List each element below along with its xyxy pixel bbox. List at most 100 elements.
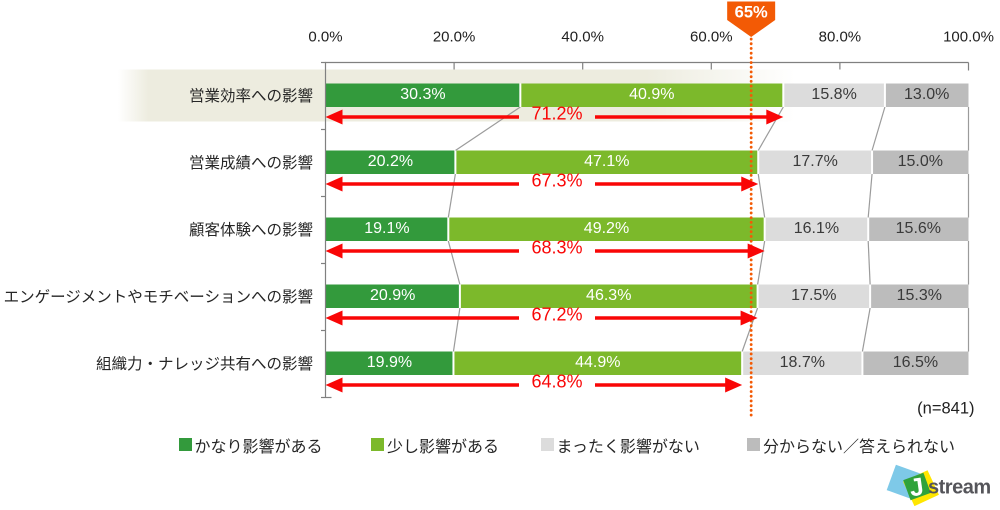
category-label: 組織力・ナレッジ共有への影響 <box>95 356 313 374</box>
category-label: 営業効率への影響 <box>188 88 313 106</box>
bar-segment <box>757 284 871 308</box>
legend-item: まったく影響がない <box>540 437 700 456</box>
bar-value-label: 13.0% <box>904 86 950 104</box>
bar-value-label: 16.5% <box>892 354 939 372</box>
bar-segment <box>453 351 743 375</box>
bar-segment <box>764 217 869 241</box>
bar-segment-separator <box>452 351 455 375</box>
bar-segment <box>325 284 460 308</box>
bar-segment <box>459 284 758 308</box>
bar-value-label: 17.5% <box>791 287 837 305</box>
connector-line <box>757 173 766 218</box>
legend-item: かなり影響がある <box>178 437 323 456</box>
sample-size-note: (n=841) <box>917 399 975 418</box>
bar-segment <box>868 217 969 241</box>
legend-item: 分からない／答えられない <box>747 437 955 456</box>
bar-segment <box>520 83 784 107</box>
bar-value-label: 20.9% <box>370 287 416 305</box>
bar-segment <box>870 284 969 308</box>
legend-label: かなり影響がある <box>194 438 323 456</box>
legend-swatch <box>371 438 384 451</box>
bar-segment-separator <box>454 150 457 174</box>
connector-line <box>452 307 461 352</box>
bar-segment <box>862 351 969 375</box>
bar-segment-separator <box>861 351 864 375</box>
bar-segment <box>448 217 765 241</box>
bar-segment-separator <box>756 284 759 308</box>
bar-segment-separator <box>763 217 766 241</box>
marker-flag-label: 65% <box>734 3 768 21</box>
impact-total-arrow <box>325 377 743 393</box>
logo-letter-j: J <box>908 473 926 503</box>
bar-value-label: 15.6% <box>895 220 942 238</box>
bar-value-label: 47.1% <box>584 153 630 171</box>
bar-value-label: 15.8% <box>811 86 857 104</box>
connector-line <box>757 106 784 151</box>
x-axis-tick-label: 100.0% <box>943 28 994 46</box>
legend-label: まったく影響がない <box>556 438 700 456</box>
x-axis-tick-label: 0.0% <box>308 28 343 46</box>
impact-total-label: 67.2% <box>531 304 583 325</box>
bar-segment-separator <box>741 351 744 375</box>
impact-total-label: 68.3% <box>531 237 583 258</box>
bar-segment-separator <box>871 150 874 174</box>
connector-line <box>757 240 766 285</box>
category-label: 顧客体験への影響 <box>188 222 313 240</box>
bar-value-label: 15.3% <box>896 287 942 305</box>
impact-total-arrow <box>325 109 784 125</box>
bar-segment-separator <box>782 83 785 107</box>
legend-swatch <box>178 438 192 451</box>
legend-label: 少し影響がある <box>387 438 500 456</box>
bar-segment-separator <box>869 284 872 308</box>
bar-segment <box>884 83 969 107</box>
legend-swatch <box>747 438 760 451</box>
x-axis-tick-label: 80.0% <box>818 28 862 46</box>
impact-total-label: 71.2% <box>531 103 583 124</box>
connector-line <box>861 307 871 352</box>
bar-segment <box>455 150 759 174</box>
bar-value-label: 30.3% <box>400 86 446 104</box>
impact-total-label: 67.3% <box>531 170 583 191</box>
legend-swatch <box>540 438 554 451</box>
marker-flag <box>727 1 776 37</box>
impact-total-arrow <box>325 310 758 326</box>
connector-line <box>455 106 521 151</box>
logo-green-square <box>903 472 931 501</box>
impact-total-arrow <box>325 176 759 192</box>
connector-line <box>447 173 456 218</box>
connector-line <box>871 106 886 151</box>
x-axis-tick-label: 20.0% <box>432 28 476 46</box>
logo-text-stream: stream <box>928 477 991 499</box>
connector-line <box>867 240 871 285</box>
bar-segment-separator <box>458 284 461 308</box>
bar-segment-separator <box>447 217 450 241</box>
bar-segment-separator <box>757 150 760 174</box>
bar-segment <box>742 351 863 375</box>
category-label: エンゲージメントやモチベーションへの影響 <box>3 289 313 307</box>
bar-value-label: 20.2% <box>367 153 414 171</box>
connector-line <box>741 307 759 352</box>
connector-line <box>447 240 461 285</box>
bar-segment <box>325 351 454 375</box>
legend-label: 分からない／答えられない <box>763 438 956 456</box>
bar-segment-separator <box>883 83 886 107</box>
bar-value-label: 16.1% <box>793 220 840 238</box>
x-axis-tick-label: 40.0% <box>561 28 604 46</box>
bar-value-label: 19.9% <box>366 354 413 372</box>
bar-segment <box>758 150 873 174</box>
bar-segment <box>783 83 885 107</box>
bar-value-label: 49.2% <box>583 220 630 238</box>
jstream-logo: J stream <box>886 464 991 507</box>
bar-value-label: 44.9% <box>575 354 621 372</box>
bar-value-label: 17.7% <box>792 153 838 171</box>
bar-value-label: 18.7% <box>779 354 825 372</box>
bar-segment-separator <box>519 83 522 107</box>
bar-value-label: 40.9% <box>629 86 675 104</box>
bar-value-label: 46.3% <box>586 287 632 305</box>
bar-segment-separator <box>867 217 870 241</box>
bar-value-label: 19.1% <box>364 220 410 238</box>
jstream-logo-mark: J <box>886 464 939 507</box>
bar-segment <box>325 150 456 174</box>
